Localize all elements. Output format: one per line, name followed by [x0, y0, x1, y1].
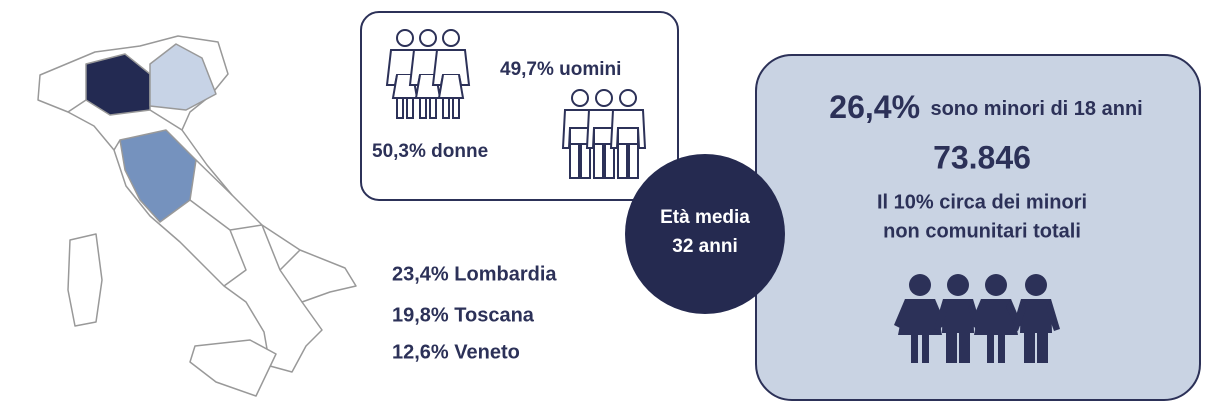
minors-share-text: sono minori di 18 anni: [930, 98, 1142, 120]
age-label: Età media: [660, 207, 750, 228]
sardinia: [67, 233, 103, 327]
minors-share-line: 26,4% sono minori di 18 anni: [829, 89, 1142, 125]
region-share: 19,8% Toscana: [392, 304, 535, 326]
minors-share: 26,4%: [829, 89, 920, 125]
region-share: 12,6% Veneto: [392, 341, 520, 363]
age-value: 32 anni: [672, 236, 737, 257]
minors-count: 73.846: [933, 139, 1031, 175]
veneto: [149, 43, 217, 111]
minors-note-2: non comunitari totali: [883, 220, 1081, 242]
men-icons: [562, 89, 646, 179]
age-circle: [625, 154, 785, 314]
regions-borders: [67, 99, 303, 303]
italy-map: [37, 35, 357, 397]
tuscany: [119, 129, 197, 223]
sicily: [189, 339, 277, 397]
region-share: 23,4% Lombardia: [392, 263, 557, 285]
women-share: 50,3% donne: [372, 141, 488, 162]
minors-note-1: Il 10% circa dei minori: [877, 191, 1087, 213]
men-share: 49,7% uomini: [500, 59, 621, 80]
